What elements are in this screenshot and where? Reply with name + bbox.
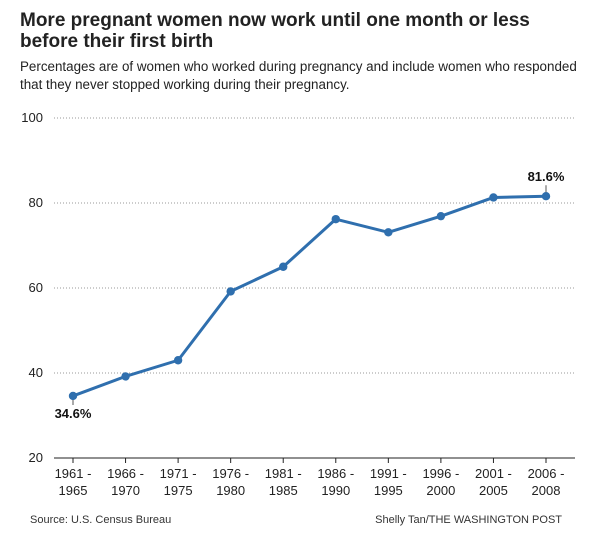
credit-note: Shelly Tan/THE WASHINGTON POST (375, 514, 562, 526)
data-label: 81.6% (528, 169, 565, 184)
y-tick-label-60: 60 (29, 280, 43, 295)
data-point (121, 372, 130, 381)
y-tick-label-80: 80 (29, 195, 43, 210)
data-point (541, 192, 551, 201)
x-tick-label: 2006 -2008 (528, 466, 565, 498)
data-point (226, 287, 235, 296)
x-tick-label: 1996 -2000 (422, 466, 459, 498)
y-tick-label-20: 20 (29, 450, 43, 465)
data-label: 34.6% (55, 406, 92, 421)
series-line (72, 194, 547, 398)
data-point (173, 356, 183, 365)
x-tick-label: 1991 -1995 (370, 466, 407, 498)
y-tick-label-100: 100 (21, 110, 43, 125)
chart-subtitle: Percentages are of women who worked duri… (20, 59, 577, 92)
data-point (331, 214, 340, 224)
chart-title: More pregnant women now work until one m… (20, 10, 530, 52)
x-tick-label: 1981 -1985 (265, 466, 302, 498)
x-tick-label: 1986 -1990 (317, 466, 354, 498)
source-note: Source: U.S. Census Bureau (30, 514, 172, 526)
data-point (279, 262, 288, 271)
y-tick-label-40: 40 (29, 365, 43, 380)
x-tick-label: 2001 -2005 (475, 466, 512, 498)
x-tick-label: 1961 -1965 (55, 466, 92, 498)
x-tick-label: 1966 -1970 (107, 466, 144, 498)
data-point (68, 391, 78, 401)
data-point (436, 211, 446, 221)
x-tick-label: 1971 -1975 (160, 466, 197, 498)
data-point (384, 228, 393, 237)
data-point (489, 193, 498, 202)
x-tick-label: 1976 -1980 (212, 466, 249, 498)
